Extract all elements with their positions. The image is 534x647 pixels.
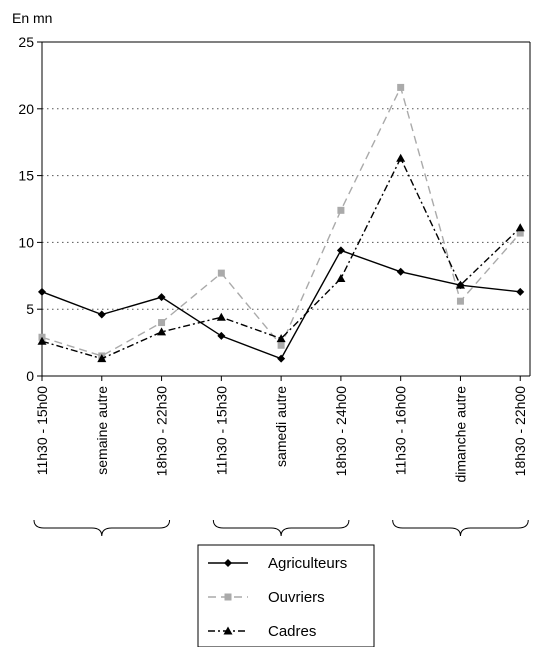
x-tick-label: 18h30 - 22h30 — [154, 386, 170, 477]
legend-marker — [223, 626, 233, 635]
data-point — [277, 341, 285, 349]
data-point — [396, 153, 406, 162]
y-tick-label: 15 — [18, 168, 34, 184]
data-point — [516, 287, 525, 296]
series-cadres — [37, 153, 525, 363]
y-tick-label: 10 — [18, 234, 34, 250]
series-agriculteurs — [38, 246, 525, 363]
legend-label: Agriculteurs — [268, 555, 347, 572]
x-tick-label: samedi autre — [273, 386, 289, 467]
x-tick-label: 18h30 - 22h00 — [512, 386, 528, 477]
y-tick-label: 5 — [26, 301, 34, 317]
x-tick-label: 11h30 - 16h00 — [393, 386, 409, 475]
y-tick-labels: 0 5 10 15 20 25 — [18, 34, 34, 384]
data-point — [336, 273, 346, 282]
group-brace — [33, 519, 171, 537]
y-tick-label: 25 — [18, 34, 34, 50]
x-tick-label: 18h30 - 24h00 — [333, 386, 349, 477]
series-line — [41, 85, 521, 357]
data-point — [337, 206, 345, 214]
data-point — [217, 331, 226, 340]
legend-marker — [224, 593, 232, 601]
data-point — [516, 229, 524, 237]
data-point — [97, 310, 106, 319]
legend: Agriculteurs Ouvriers Cadres — [197, 544, 375, 647]
data-point — [158, 319, 166, 327]
data-point — [97, 354, 107, 363]
data-point — [157, 327, 167, 336]
data-point — [515, 223, 525, 232]
gridlines — [42, 108, 530, 310]
x-tick-label: 11h30 - 15h00 — [34, 386, 50, 475]
x-tick-label: 11h30 - 15h30 — [213, 386, 229, 475]
x-tick-label: semaine autre — [94, 386, 110, 475]
x-tick-label: dimanche autre — [452, 386, 468, 483]
group-brace — [212, 519, 350, 537]
legend-label: Cadres — [268, 623, 316, 640]
y-tick-label: 0 — [26, 368, 34, 384]
y-tick-label: 20 — [18, 101, 34, 117]
axes — [37, 41, 531, 381]
data-point — [455, 280, 465, 289]
series-line — [41, 156, 521, 360]
data-point — [217, 269, 225, 277]
group-braces — [33, 519, 529, 537]
series-lines — [37, 83, 525, 363]
x-tick-labels: 11h30 - 15h00 semaine autre 18h30 - 22h30 1… — [34, 386, 528, 483]
data-point — [37, 336, 47, 345]
group-brace — [392, 519, 529, 537]
data-point — [157, 293, 166, 302]
data-point — [276, 334, 286, 343]
legend-marker — [224, 559, 232, 567]
data-point — [396, 267, 405, 276]
data-point — [277, 354, 286, 363]
legend-label: Ouvriers — [268, 589, 325, 606]
data-point — [456, 297, 464, 305]
y-axis-label: En mn — [12, 10, 52, 26]
data-point — [216, 312, 226, 321]
data-point — [38, 287, 46, 296]
data-point — [336, 246, 345, 255]
series-ouvriers — [38, 83, 524, 360]
data-point — [397, 83, 405, 91]
